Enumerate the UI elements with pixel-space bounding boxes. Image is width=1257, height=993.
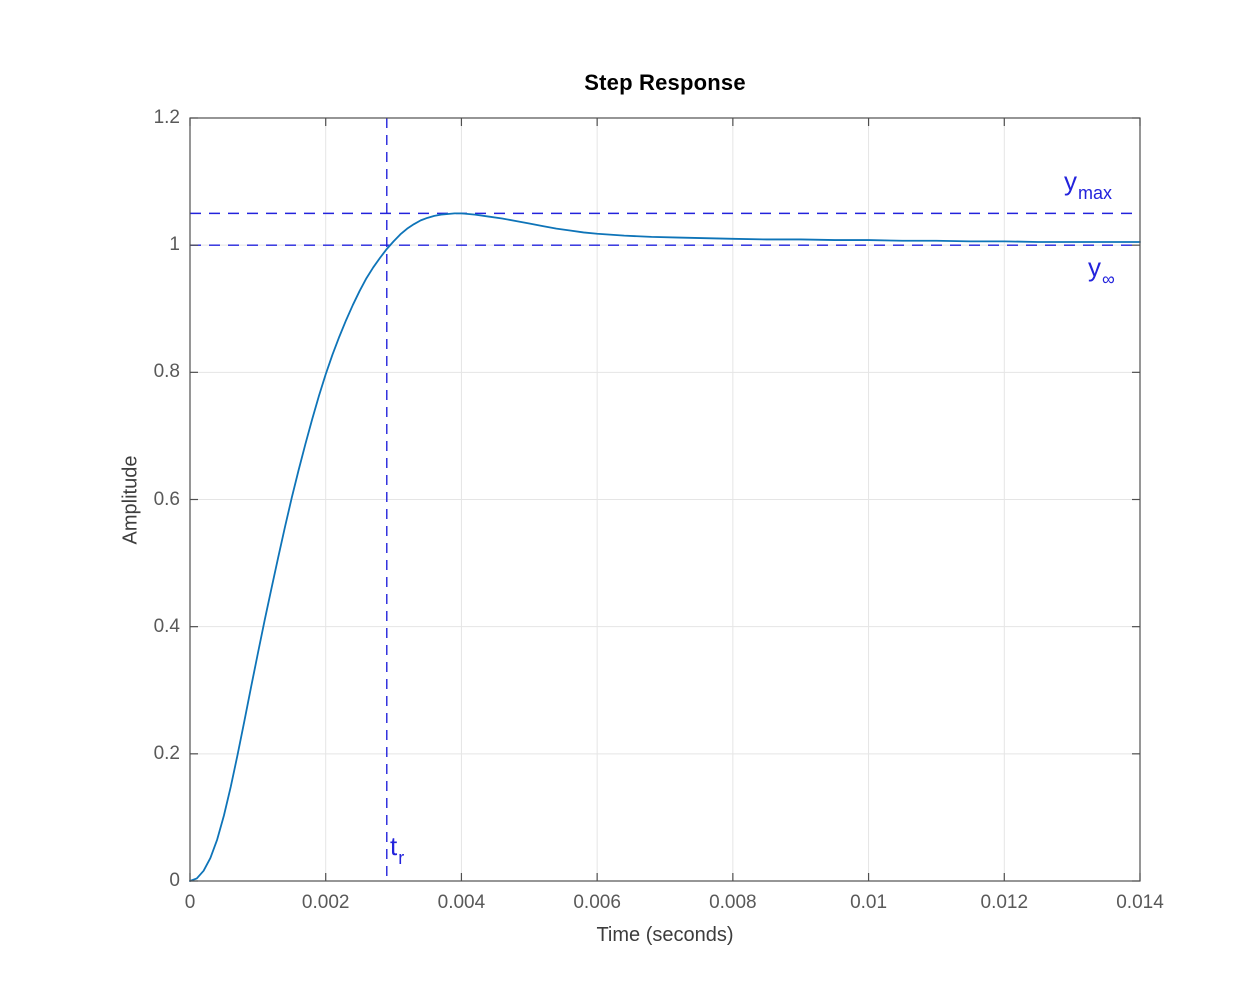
x-tick-label: 0.004 [437,892,486,913]
x-tick-label: 0.014 [1116,892,1164,913]
x-tick-label: 0.01 [850,892,888,913]
ymax-subscript: max [1078,183,1113,203]
y-tick-label: 0.2 [153,742,180,764]
x-tick-label: 0.002 [301,892,350,913]
yinf-base: y [1088,252,1101,282]
response-curve [189,212,1141,882]
ymax-base: y [1064,166,1077,196]
yinf-annotation-label: y∞ [1088,252,1115,289]
y-tick-label: 1 [169,234,180,256]
y-tick-label: 0.6 [153,488,180,510]
y-tick-label: 0 [169,870,180,891]
x-tick-label: 0.006 [573,892,621,913]
tr-annotation-label: tr [390,831,404,868]
y-tick-label: 0.4 [153,615,180,637]
chart-title: Step Response [584,70,746,95]
y-tick-label: 1.2 [153,107,180,128]
x-tick-label: 0.008 [709,892,757,913]
x-tick-label: 0.012 [980,892,1029,913]
ymax-annotation-label: ymax [1064,166,1112,203]
x-tick-label: 0 [184,892,196,913]
tr-subscript: r [398,848,405,868]
yinf-subscript: ∞ [1102,269,1115,289]
x-axis-label: Time (seconds) [596,924,734,946]
y-tick-label: 0.8 [153,361,180,383]
tr-base: t [390,831,398,861]
